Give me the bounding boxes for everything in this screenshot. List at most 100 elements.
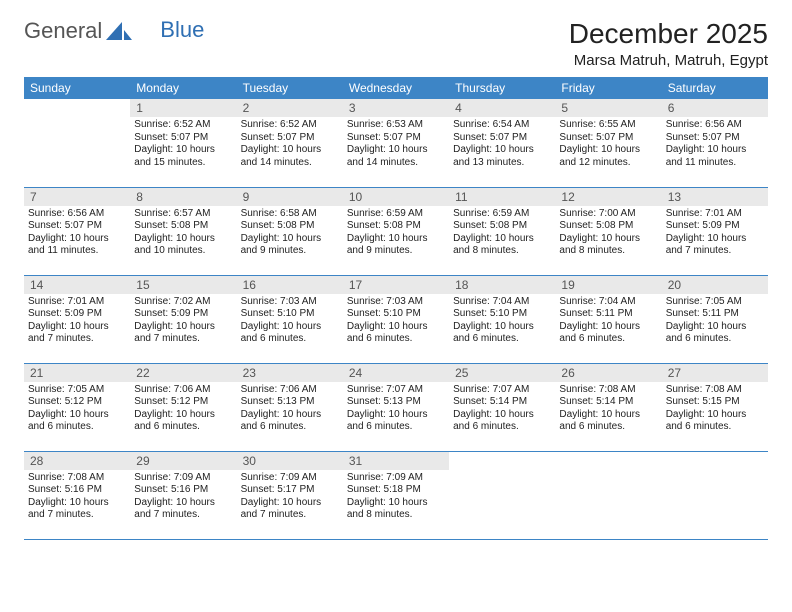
sunrise-text: Sunrise: 6:52 AM (134, 119, 232, 132)
daylight-text: Daylight: 10 hours (28, 409, 126, 422)
title-block: December 2025 Marsa Matruh, Matruh, Egyp… (569, 18, 768, 69)
calendar-day: 1Sunrise: 6:52 AMSunset: 5:07 PMDaylight… (130, 99, 236, 187)
sunset-text: Sunset: 5:17 PM (241, 484, 339, 497)
daylight-text: and 7 minutes. (28, 509, 126, 522)
daylight-text: Daylight: 10 hours (241, 321, 339, 334)
daylight-text: Daylight: 10 hours (134, 144, 232, 157)
sunrise-text: Sunrise: 6:59 AM (347, 208, 445, 221)
sunset-text: Sunset: 5:11 PM (559, 308, 657, 321)
daylight-text: Daylight: 10 hours (347, 233, 445, 246)
calendar-week: 14Sunrise: 7:01 AMSunset: 5:09 PMDayligh… (24, 275, 768, 363)
calendar-day: 28Sunrise: 7:08 AMSunset: 5:16 PMDayligh… (24, 451, 130, 539)
daylight-text: Daylight: 10 hours (134, 409, 232, 422)
daylight-text: and 11 minutes. (28, 245, 126, 258)
day-number: 19 (555, 276, 661, 294)
calendar-page: General Blue December 2025 Marsa Matruh,… (0, 0, 792, 558)
calendar-body: ..1Sunrise: 6:52 AMSunset: 5:07 PMDaylig… (24, 99, 768, 539)
calendar-day: 17Sunrise: 7:03 AMSunset: 5:10 PMDayligh… (343, 275, 449, 363)
sunrise-text: Sunrise: 7:06 AM (134, 384, 232, 397)
daylight-text: Daylight: 10 hours (559, 409, 657, 422)
daylight-text: and 6 minutes. (347, 333, 445, 346)
daylight-text: and 15 minutes. (134, 157, 232, 170)
daylight-text: and 6 minutes. (28, 421, 126, 434)
calendar-week: 21Sunrise: 7:05 AMSunset: 5:12 PMDayligh… (24, 363, 768, 451)
calendar-week: 7Sunrise: 6:56 AMSunset: 5:07 PMDaylight… (24, 187, 768, 275)
sunrise-text: Sunrise: 7:08 AM (28, 472, 126, 485)
daylight-text: Daylight: 10 hours (241, 144, 339, 157)
day-number: 3 (343, 99, 449, 117)
day-number: 15 (130, 276, 236, 294)
daylight-text: Daylight: 10 hours (134, 497, 232, 510)
day-details: Sunrise: 7:09 AMSunset: 5:18 PMDaylight:… (343, 470, 449, 526)
weekday-header: Monday (130, 77, 236, 99)
weekday-header: Saturday (662, 77, 768, 99)
daylight-text: and 10 minutes. (134, 245, 232, 258)
day-details: Sunrise: 7:01 AMSunset: 5:09 PMDaylight:… (24, 294, 130, 350)
day-details: Sunrise: 7:07 AMSunset: 5:13 PMDaylight:… (343, 382, 449, 438)
calendar-day: 3Sunrise: 6:53 AMSunset: 5:07 PMDaylight… (343, 99, 449, 187)
calendar-day: .. (24, 99, 130, 187)
sunrise-text: Sunrise: 7:09 AM (134, 472, 232, 485)
day-details: Sunrise: 7:04 AMSunset: 5:10 PMDaylight:… (449, 294, 555, 350)
weekday-header: Wednesday (343, 77, 449, 99)
sunset-text: Sunset: 5:13 PM (241, 396, 339, 409)
calendar-day: .. (449, 451, 555, 539)
day-number: 25 (449, 364, 555, 382)
calendar-day: 19Sunrise: 7:04 AMSunset: 5:11 PMDayligh… (555, 275, 661, 363)
sunset-text: Sunset: 5:07 PM (347, 132, 445, 145)
daylight-text: Daylight: 10 hours (559, 321, 657, 334)
day-details: Sunrise: 7:04 AMSunset: 5:11 PMDaylight:… (555, 294, 661, 350)
day-number: 24 (343, 364, 449, 382)
day-details: Sunrise: 7:08 AMSunset: 5:15 PMDaylight:… (662, 382, 768, 438)
location-text: Marsa Matruh, Matruh, Egypt (569, 52, 768, 69)
daylight-text: and 7 minutes. (28, 333, 126, 346)
calendar-day: 29Sunrise: 7:09 AMSunset: 5:16 PMDayligh… (130, 451, 236, 539)
calendar-day: 27Sunrise: 7:08 AMSunset: 5:15 PMDayligh… (662, 363, 768, 451)
sunrise-text: Sunrise: 7:08 AM (666, 384, 764, 397)
day-details: Sunrise: 7:01 AMSunset: 5:09 PMDaylight:… (662, 206, 768, 262)
day-number: 2 (237, 99, 343, 117)
day-details: Sunrise: 7:06 AMSunset: 5:12 PMDaylight:… (130, 382, 236, 438)
calendar-day: 13Sunrise: 7:01 AMSunset: 5:09 PMDayligh… (662, 187, 768, 275)
day-details: Sunrise: 6:57 AMSunset: 5:08 PMDaylight:… (130, 206, 236, 262)
sunrise-text: Sunrise: 6:52 AM (241, 119, 339, 132)
daylight-text: and 14 minutes. (241, 157, 339, 170)
sunrise-text: Sunrise: 7:01 AM (28, 296, 126, 309)
day-number: 5 (555, 99, 661, 117)
daylight-text: and 7 minutes. (134, 509, 232, 522)
day-details: Sunrise: 7:03 AMSunset: 5:10 PMDaylight:… (237, 294, 343, 350)
sunrise-text: Sunrise: 6:57 AM (134, 208, 232, 221)
sunrise-text: Sunrise: 7:07 AM (453, 384, 551, 397)
daylight-text: and 7 minutes. (666, 245, 764, 258)
weekday-header: Sunday (24, 77, 130, 99)
daylight-text: Daylight: 10 hours (347, 144, 445, 157)
day-details: Sunrise: 7:02 AMSunset: 5:09 PMDaylight:… (130, 294, 236, 350)
day-details: Sunrise: 6:59 AMSunset: 5:08 PMDaylight:… (449, 206, 555, 262)
sunrise-text: Sunrise: 7:02 AM (134, 296, 232, 309)
calendar-day: 12Sunrise: 7:00 AMSunset: 5:08 PMDayligh… (555, 187, 661, 275)
sunrise-text: Sunrise: 7:09 AM (241, 472, 339, 485)
day-number: 28 (24, 452, 130, 470)
brand-sail-icon (106, 20, 132, 42)
calendar-day: 22Sunrise: 7:06 AMSunset: 5:12 PMDayligh… (130, 363, 236, 451)
sunset-text: Sunset: 5:16 PM (28, 484, 126, 497)
daylight-text: and 8 minutes. (453, 245, 551, 258)
sunset-text: Sunset: 5:07 PM (241, 132, 339, 145)
brand-logo: General Blue (24, 18, 204, 44)
day-number: 29 (130, 452, 236, 470)
sunrise-text: Sunrise: 7:01 AM (666, 208, 764, 221)
day-details: Sunrise: 7:05 AMSunset: 5:12 PMDaylight:… (24, 382, 130, 438)
sunset-text: Sunset: 5:07 PM (559, 132, 657, 145)
day-details: Sunrise: 7:06 AMSunset: 5:13 PMDaylight:… (237, 382, 343, 438)
sunset-text: Sunset: 5:10 PM (453, 308, 551, 321)
daylight-text: and 12 minutes. (559, 157, 657, 170)
sunrise-text: Sunrise: 7:07 AM (347, 384, 445, 397)
day-number: 11 (449, 188, 555, 206)
sunset-text: Sunset: 5:07 PM (134, 132, 232, 145)
sunrise-text: Sunrise: 6:56 AM (28, 208, 126, 221)
topbar: General Blue December 2025 Marsa Matruh,… (24, 18, 768, 69)
sunrise-text: Sunrise: 7:03 AM (241, 296, 339, 309)
sunrise-text: Sunrise: 6:59 AM (453, 208, 551, 221)
day-details: Sunrise: 6:56 AMSunset: 5:07 PMDaylight:… (24, 206, 130, 262)
daylight-text: Daylight: 10 hours (28, 321, 126, 334)
